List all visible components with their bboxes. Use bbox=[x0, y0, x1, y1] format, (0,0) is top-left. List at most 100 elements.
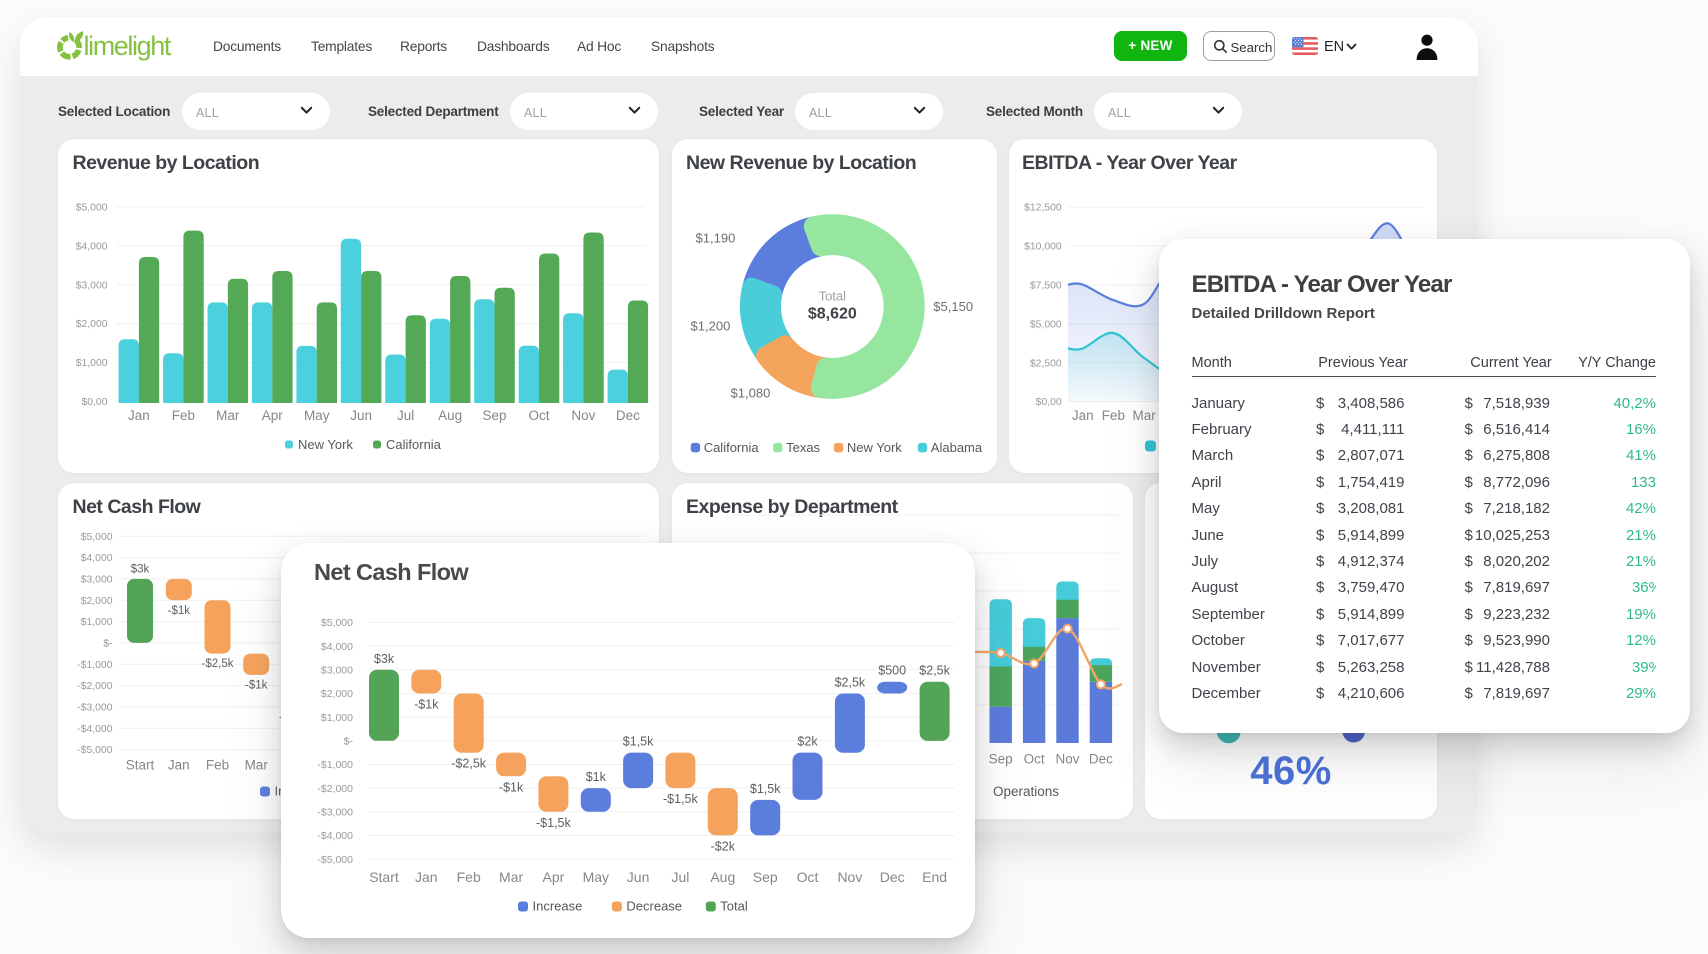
svg-text:Oct: Oct bbox=[797, 869, 819, 885]
svg-text:Jul: Jul bbox=[397, 408, 414, 423]
svg-text:-$1k: -$1k bbox=[499, 780, 524, 794]
svg-text:$-: $- bbox=[103, 639, 112, 650]
svg-text:Dec: Dec bbox=[880, 869, 905, 885]
svg-text:$5,000: $5,000 bbox=[76, 203, 108, 214]
svg-text:-$5,000: -$5,000 bbox=[317, 853, 353, 865]
svg-text:$1,000: $1,000 bbox=[81, 617, 113, 628]
svg-text:End: End bbox=[922, 869, 947, 885]
svg-text:Nov: Nov bbox=[571, 408, 595, 423]
svg-text:-$2,5k: -$2,5k bbox=[451, 756, 486, 770]
svg-text:Sep: Sep bbox=[753, 869, 778, 885]
svg-text:$3,000: $3,000 bbox=[321, 664, 353, 676]
svg-text:Aug: Aug bbox=[710, 869, 735, 885]
svg-text:Feb: Feb bbox=[172, 408, 195, 423]
svg-text:Mar: Mar bbox=[499, 869, 523, 885]
svg-text:Alabama: Alabama bbox=[931, 440, 983, 455]
svg-text:Apr: Apr bbox=[543, 869, 565, 885]
svg-text:-$2,000: -$2,000 bbox=[317, 782, 353, 794]
svg-text:Mar: Mar bbox=[245, 758, 269, 773]
svg-text:May: May bbox=[304, 408, 330, 423]
svg-text:$2,500: $2,500 bbox=[1030, 358, 1062, 369]
svg-text:Increase: Increase bbox=[533, 898, 583, 913]
svg-text:$1,5k: $1,5k bbox=[623, 734, 654, 748]
svg-text:Texas: Texas bbox=[786, 440, 820, 455]
svg-text:Jun: Jun bbox=[627, 869, 650, 885]
svg-text:$1,000: $1,000 bbox=[321, 711, 353, 723]
svg-text:-$5,000: -$5,000 bbox=[77, 745, 112, 756]
svg-text:Nov: Nov bbox=[837, 869, 862, 885]
svg-text:-$3,000: -$3,000 bbox=[77, 703, 112, 714]
svg-text:$2,000: $2,000 bbox=[81, 596, 113, 607]
svg-text:$3,000: $3,000 bbox=[76, 280, 108, 291]
svg-text:$2k: $2k bbox=[797, 734, 818, 748]
svg-text:$1,000: $1,000 bbox=[76, 358, 108, 369]
svg-text:Feb: Feb bbox=[1102, 408, 1125, 423]
svg-text:$5,000: $5,000 bbox=[81, 532, 113, 543]
svg-text:Oct: Oct bbox=[1024, 752, 1045, 767]
svg-text:$2,000: $2,000 bbox=[321, 688, 353, 700]
svg-text:Mar: Mar bbox=[216, 408, 240, 423]
svg-text:Feb: Feb bbox=[206, 758, 229, 773]
svg-text:Sep: Sep bbox=[989, 752, 1013, 767]
svg-text:Start: Start bbox=[126, 758, 155, 773]
svg-text:$3,000: $3,000 bbox=[81, 575, 113, 586]
svg-text:$2,5k: $2,5k bbox=[835, 675, 866, 689]
svg-text:$2,000: $2,000 bbox=[76, 319, 108, 330]
svg-text:-$4,000: -$4,000 bbox=[77, 724, 112, 735]
svg-text:$4,000: $4,000 bbox=[81, 553, 113, 564]
svg-text:-$1k: -$1k bbox=[414, 697, 439, 711]
svg-text:California: California bbox=[704, 440, 760, 455]
svg-text:-$1k: -$1k bbox=[245, 679, 268, 691]
svg-text:$0,00: $0,00 bbox=[1036, 397, 1062, 408]
svg-text:$500: $500 bbox=[878, 663, 906, 677]
svg-text:$7,500: $7,500 bbox=[1030, 281, 1062, 292]
svg-text:Total: Total bbox=[819, 289, 847, 304]
svg-text:California: California bbox=[386, 437, 442, 452]
svg-text:$4,000: $4,000 bbox=[321, 640, 353, 652]
svg-text:-$1,5k: -$1,5k bbox=[663, 792, 698, 806]
svg-text:New York: New York bbox=[847, 440, 902, 455]
svg-text:Apr: Apr bbox=[262, 408, 284, 423]
svg-text:Decrease: Decrease bbox=[626, 898, 682, 913]
svg-text:New York: New York bbox=[298, 437, 353, 452]
svg-text:$1,200: $1,200 bbox=[691, 319, 731, 334]
svg-text:Dec: Dec bbox=[616, 408, 640, 423]
svg-text:$5,150: $5,150 bbox=[933, 299, 973, 314]
svg-text:Jan: Jan bbox=[128, 408, 150, 423]
svg-text:-$2,5k: -$2,5k bbox=[202, 658, 234, 670]
svg-text:Jan: Jan bbox=[168, 758, 190, 773]
svg-text:Mar: Mar bbox=[1132, 408, 1156, 423]
svg-text:Jan: Jan bbox=[415, 869, 438, 885]
svg-text:$1,5k: $1,5k bbox=[750, 781, 781, 795]
svg-text:$12,500: $12,500 bbox=[1024, 203, 1062, 214]
svg-text:$10,000: $10,000 bbox=[1024, 242, 1062, 253]
svg-text:-$1k: -$1k bbox=[168, 605, 191, 617]
svg-text:May: May bbox=[583, 869, 609, 885]
svg-text:Jan: Jan bbox=[1072, 408, 1094, 423]
svg-text:Jun: Jun bbox=[350, 408, 372, 423]
svg-text:Operations: Operations bbox=[993, 784, 1059, 799]
svg-text:$2,5k: $2,5k bbox=[919, 663, 950, 677]
svg-text:-$1,5k: -$1,5k bbox=[536, 815, 571, 829]
svg-text:$0,00: $0,00 bbox=[81, 397, 107, 408]
svg-text:$-: $- bbox=[344, 735, 354, 747]
svg-text:Start: Start bbox=[369, 869, 399, 885]
svg-text:Sep: Sep bbox=[482, 408, 506, 423]
svg-text:$5,000: $5,000 bbox=[321, 617, 353, 629]
svg-text:$8,620: $8,620 bbox=[808, 306, 857, 323]
svg-text:Total: Total bbox=[720, 898, 748, 913]
svg-text:Feb: Feb bbox=[457, 869, 481, 885]
svg-text:$1,080: $1,080 bbox=[731, 386, 771, 401]
svg-text:Nov: Nov bbox=[1055, 752, 1079, 767]
svg-text:-$3,000: -$3,000 bbox=[317, 806, 353, 818]
svg-text:$5,000: $5,000 bbox=[1030, 319, 1062, 330]
svg-text:-$2k: -$2k bbox=[711, 839, 736, 853]
svg-text:$3k: $3k bbox=[131, 563, 150, 575]
svg-text:$1k: $1k bbox=[586, 770, 607, 784]
svg-text:-$1,000: -$1,000 bbox=[77, 660, 112, 671]
svg-text:-$2,000: -$2,000 bbox=[77, 681, 112, 692]
svg-text:-$1,000: -$1,000 bbox=[317, 759, 353, 771]
svg-text:Dec: Dec bbox=[1089, 752, 1113, 767]
svg-text:Jul: Jul bbox=[671, 869, 689, 885]
svg-text:$3k: $3k bbox=[374, 651, 395, 665]
